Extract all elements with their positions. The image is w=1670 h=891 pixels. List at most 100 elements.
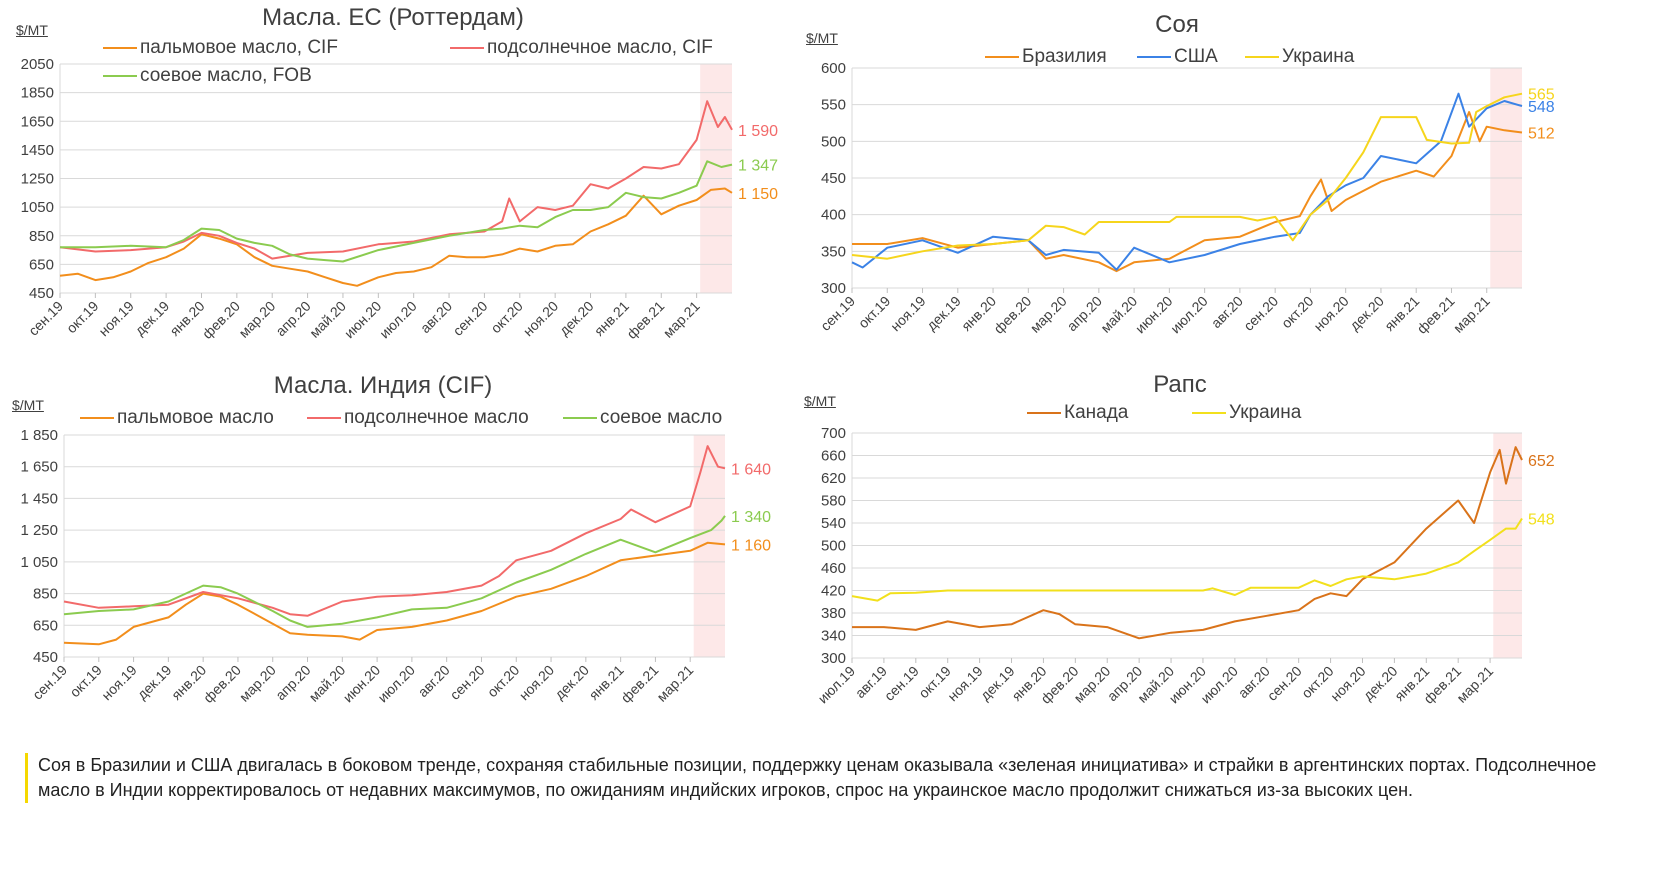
series-line-2	[851, 92, 1523, 260]
x-tick-label: фев.20	[990, 293, 1034, 337]
x-tick-label: авг.20	[417, 298, 455, 336]
x-tick-label: дек.19	[923, 293, 964, 334]
x-tick-label: дек.20	[551, 662, 592, 703]
series-end-label: 1 590	[738, 123, 778, 140]
x-tick-label: мар.21	[1450, 293, 1493, 336]
legend-swatch	[1192, 412, 1226, 414]
y-tick-label: 1 250	[20, 522, 58, 539]
x-tick-label: мар.20	[235, 298, 278, 341]
series-line-1	[851, 92, 1523, 271]
chart-1: 300350400450500550600сен.19окт.19ноя.19д…	[817, 60, 1555, 337]
x-tick-label: сен.20	[450, 298, 491, 339]
y-tick-label: 1 650	[20, 459, 58, 476]
x-tick-label: окт.20	[487, 298, 526, 337]
legend-swatch	[1027, 412, 1061, 414]
y-tick-label: 450	[821, 170, 846, 187]
x-tick-label: ноя.19	[98, 662, 140, 704]
x-tick-label: июл.20	[1167, 293, 1211, 337]
y-tick-label: 1050	[21, 199, 54, 216]
x-tick-label: дек.19	[134, 662, 175, 703]
chart-soy-title: Соя	[1155, 11, 1199, 38]
series-end-label: 1 150	[738, 186, 778, 203]
legend-label: США	[1174, 46, 1218, 67]
series-line-0	[63, 541, 726, 646]
y-tick-label: 350	[821, 243, 846, 260]
x-tick-label: авг.20	[415, 662, 453, 700]
commentary-text: Соя в Бразилии и США двигалась в боковом…	[25, 753, 1638, 803]
series-end-label: 1 347	[738, 158, 778, 175]
legend-swatch	[1137, 56, 1171, 58]
chart-india-oils-unit: $/MT	[12, 397, 44, 413]
x-tick-label: июл.19	[815, 663, 859, 707]
legend-swatch	[563, 417, 597, 419]
legend-label: Украина	[1282, 46, 1355, 67]
legend-ukraine: Украина	[1192, 402, 1301, 424]
x-tick-label: фев.21	[1414, 293, 1458, 337]
series-line-1	[63, 445, 726, 617]
series-line-2	[63, 515, 726, 628]
series-end-label: 652	[1528, 453, 1555, 470]
y-tick-label: 1 450	[20, 490, 58, 507]
legend-swatch	[450, 47, 484, 49]
y-tick-label: 450	[29, 285, 54, 302]
chart-soy-unit: $/MT	[806, 30, 838, 46]
chart-rapeseed-title: Рапс	[1153, 371, 1207, 398]
y-tick-label: 500	[821, 133, 846, 150]
chart-eu-oils-unit: $/MT	[16, 22, 48, 38]
series-end-label: 512	[1528, 126, 1555, 143]
x-tick-label: мар.21	[660, 298, 703, 341]
y-tick-label: 1250	[21, 171, 54, 188]
y-tick-label: 380	[821, 605, 846, 622]
x-tick-label: окт.20	[1278, 293, 1317, 332]
legend-swatch	[80, 417, 114, 419]
legend-label: соевое масло, FOB	[140, 65, 312, 86]
series-end-label: 565	[1528, 87, 1555, 104]
x-tick-label: сен.19	[881, 663, 922, 704]
x-tick-label: мар.21	[653, 662, 696, 705]
x-tick-label: ноя.20	[1310, 293, 1352, 335]
x-tick-label: окт.19	[855, 293, 894, 332]
series-line-1	[59, 100, 733, 260]
x-tick-label: ноя.20	[1327, 663, 1369, 705]
series-end-label: 1 640	[731, 461, 771, 478]
x-tick-label: фев.20	[199, 298, 243, 342]
legend-brazil: Бразилия	[985, 46, 1107, 68]
x-tick-label: ноя.19	[944, 663, 986, 705]
x-tick-label: июн.20	[341, 298, 385, 342]
x-tick-label: мар.20	[1027, 293, 1070, 336]
x-tick-label: апр.20	[272, 662, 314, 704]
legend-palm-oil: пальмовое масло, CIF	[103, 37, 338, 59]
y-tick-label: 620	[821, 470, 846, 487]
chart-2: 450 650 850 1 050 1 250 1 450 1 650 1 850 сен.19…	[20, 427, 771, 706]
x-tick-label: май.20	[306, 298, 349, 341]
series-end-label: 1 340	[731, 509, 771, 526]
x-tick-label: апр.20	[1064, 293, 1106, 335]
x-tick-label: сен.20	[447, 662, 488, 703]
x-tick-label: ноя.20	[516, 662, 558, 704]
y-tick-label: 450	[33, 649, 58, 666]
y-tick-label: 2050	[21, 56, 54, 73]
y-tick-label: 300	[821, 280, 846, 297]
x-tick-label: мар.20	[236, 662, 279, 705]
series-line-1	[851, 517, 1523, 602]
series-end-label: 548	[1528, 99, 1555, 116]
x-tick-label: дек.20	[1346, 293, 1387, 334]
y-tick-label: 500	[821, 538, 846, 555]
legend-swatch	[307, 417, 341, 419]
x-tick-label: сен.20	[1264, 663, 1305, 704]
x-tick-label: фев.21	[618, 662, 662, 706]
legend-ukraine: Украина	[1245, 46, 1354, 68]
x-tick-label: дек.19	[132, 298, 173, 339]
legend-sunflower-oil: подсолнечное масло, CIF	[450, 37, 713, 59]
legend-soy-oil: соевое масло, FOB	[103, 65, 312, 87]
x-tick-label: май.20	[306, 662, 349, 705]
y-tick-label: 700	[821, 425, 846, 442]
chart-eu-oils-title: Масла. ЕС (Роттердам)	[262, 4, 524, 31]
y-tick-label: 660	[821, 448, 846, 465]
legend-swatch	[985, 56, 1019, 58]
y-tick-label: 400	[821, 207, 846, 224]
series-line-2	[60, 160, 733, 263]
x-tick-label: ноя.19	[887, 293, 929, 335]
x-tick-label: сен.19	[29, 662, 70, 703]
y-tick-label: 650	[33, 617, 58, 634]
